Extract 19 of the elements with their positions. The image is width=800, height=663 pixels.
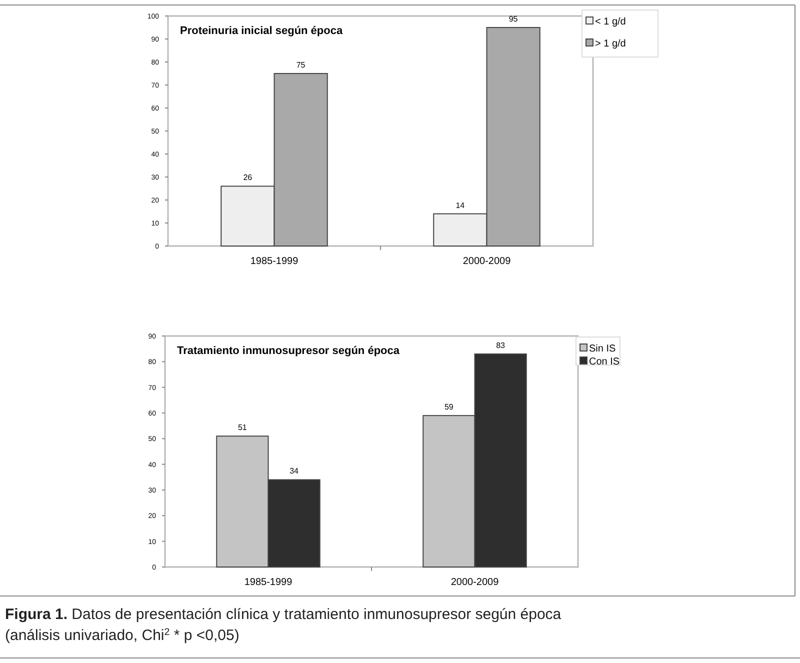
x-tick-label: 2000-2009 — [462, 256, 512, 267]
legend-label: > 1 g/d — [595, 38, 626, 50]
data-label: 51 — [238, 423, 248, 432]
data-label: 14 — [456, 200, 466, 210]
text: Tratamiento inmunosupresor según época — [177, 345, 400, 357]
data-label: 75 — [296, 60, 306, 70]
legend-label: Sin IS — [589, 344, 616, 354]
text: Proteinuria inicial según época — [180, 25, 344, 37]
text: Figura 1. Datos de presentación clínica y tratamiento inmunosupresor según época (análisis univariado, Chi$^{2}$ * p <0,05) — [5, 606, 562, 644]
x-tick-label: 1985-1999 — [244, 577, 293, 588]
data-label: 59 — [444, 402, 454, 412]
data-label: 83 — [496, 340, 506, 350]
x-tick-label: 2000-2009 — [450, 577, 500, 588]
legend-label: Con IS — [589, 356, 620, 368]
data-label: 26 — [243, 173, 253, 182]
x-tick-label: 1985-1999 — [250, 256, 299, 267]
legend-label: < 1 g/d — [595, 16, 626, 28]
data-label: 34 — [290, 466, 300, 476]
data-label: 95 — [508, 14, 518, 24]
